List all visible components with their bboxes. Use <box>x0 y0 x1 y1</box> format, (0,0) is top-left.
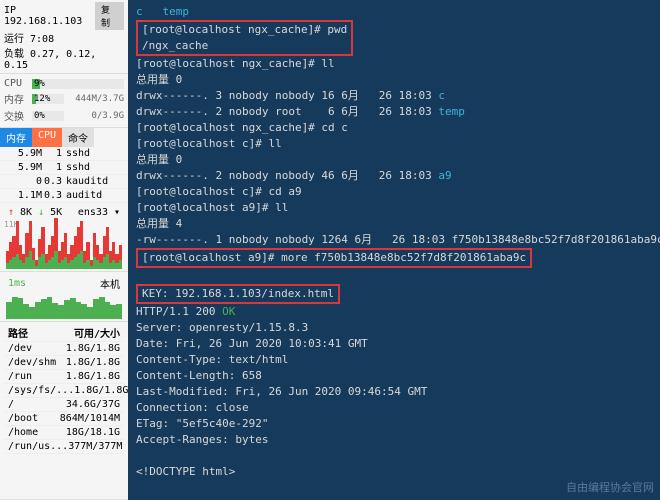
load: 负载 0.27, 0.12, 0.15 <box>4 45 124 71</box>
process-list: 5.9M1sshd5.9M1sshd00.3kauditd1.1M0.3audi… <box>0 147 128 203</box>
cpu-bar: 9% <box>32 79 124 89</box>
disk-row[interactable]: /sys/fs/...1.8G/1.8G <box>4 384 124 398</box>
mem-label: 内存 <box>4 91 28 106</box>
watermark: 自由编程协会官网 <box>566 480 654 496</box>
process-row[interactable]: 00.3kauditd <box>0 175 128 189</box>
disk-list: /dev1.8G/1.8G/dev/shm1.8G/1.8G/run1.8G/1… <box>4 342 124 454</box>
down-arrow-icon: ↓ <box>38 207 44 218</box>
process-row[interactable]: 5.9M1sshd <box>0 147 128 161</box>
disk-row[interactable]: /boot864M/1014M <box>4 412 124 426</box>
swap-bar: 0% <box>32 111 64 121</box>
cpu-label: CPU <box>4 78 28 89</box>
terminal[interactable]: c temp [root@localhost ngx_cache]# pwd/n… <box>128 0 660 500</box>
ip-label: IP 192.168.1.103 <box>4 5 95 27</box>
net-chart <box>4 229 124 269</box>
uptime: 运行 7:08 <box>4 30 124 45</box>
tab-cmd[interactable]: 命令 <box>62 128 94 147</box>
disk-row[interactable]: /run1.8G/1.8G <box>4 370 124 384</box>
process-row[interactable]: 5.9M1sshd <box>0 161 128 175</box>
up-arrow-icon: ↑ <box>8 207 14 218</box>
latency: 1ms <box>8 278 26 289</box>
disk-row[interactable]: /run/us...377M/377M <box>4 440 124 454</box>
disk-row[interactable]: /home18G/18.1G <box>4 426 124 440</box>
process-row[interactable]: 1.1M0.3auditd <box>0 189 128 203</box>
mem-bar: 12% <box>32 94 64 104</box>
tab-mem[interactable]: 内存 <box>0 128 32 147</box>
net-if: ens33 <box>78 207 108 218</box>
swap-label: 交换 <box>4 108 28 123</box>
net-row: ↑8K ↓5K ens33 ▾ <box>4 205 124 220</box>
tab-bar: 内存 CPU 命令 <box>0 128 128 147</box>
chevron-icon[interactable]: ▾ <box>114 207 120 218</box>
disk-row[interactable]: /dev/shm1.8G/1.8G <box>4 356 124 370</box>
disk-row[interactable]: /dev1.8G/1.8G <box>4 342 124 356</box>
tab-cpu[interactable]: CPU <box>32 128 62 147</box>
copy-button[interactable]: 复制 <box>95 2 124 30</box>
disk-row[interactable]: /34.6G/37G <box>4 398 124 412</box>
sidebar: IP 192.168.1.103 复制 运行 7:08 负载 0.27, 0.1… <box>0 0 128 500</box>
lat-chart <box>4 293 124 319</box>
